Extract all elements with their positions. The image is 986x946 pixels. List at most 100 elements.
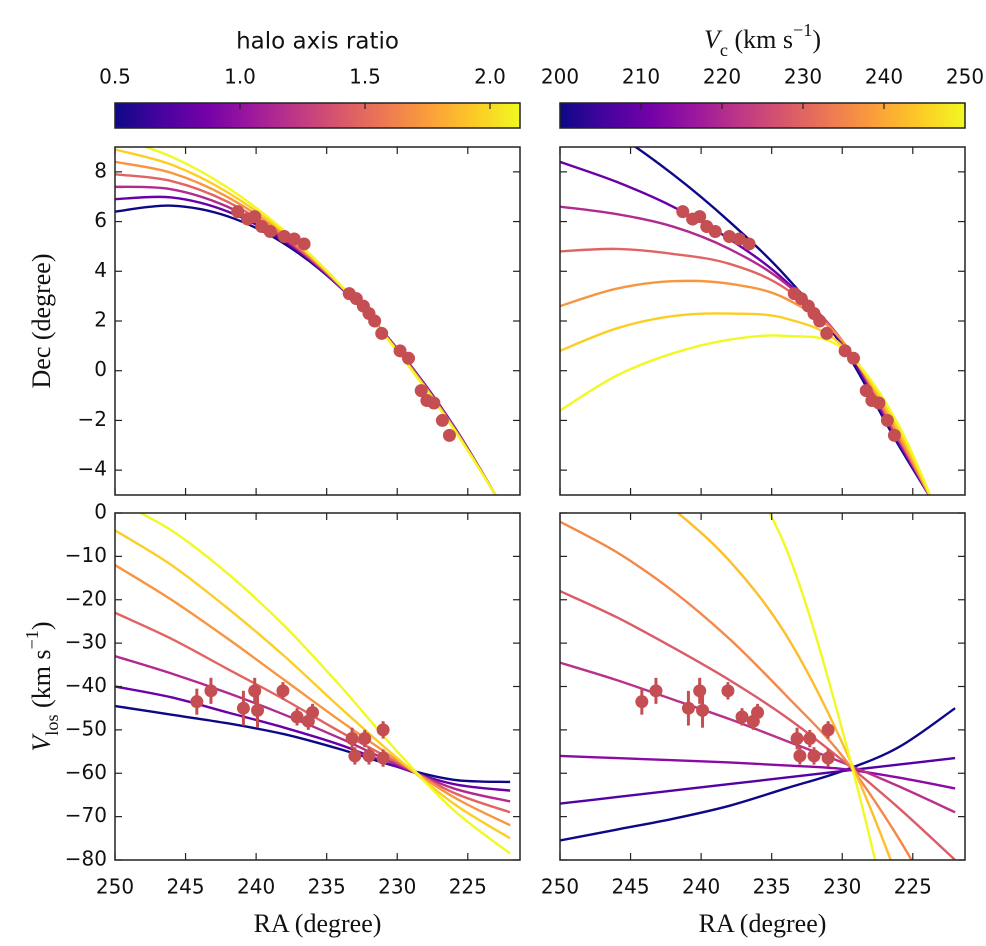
data-point [838,344,852,358]
model-curve [115,704,511,784]
model-curve [115,160,497,495]
model-curve [115,529,511,840]
model-curve [115,685,511,792]
data-point [427,396,441,410]
label-part: −1 [793,20,812,40]
colorbar-label: Vc (km s−1) [704,20,821,60]
colorbar-label: halo axis ratio [236,29,399,55]
data-point [887,428,901,442]
data-point [248,684,262,698]
data-point [847,351,861,365]
axes-frame [114,146,521,496]
y-tick-label: 6 [94,208,107,232]
y-tick-label: −20 [65,586,107,610]
model-curve [115,185,497,495]
data-point [358,732,372,746]
label-part: ) [812,25,821,54]
model-curve [138,513,511,855]
data-point [393,344,407,358]
colorbar [114,102,521,129]
label-part: V [27,733,56,752]
data-point [435,413,449,427]
y-tick-label: −4 [78,457,107,481]
data-point [190,695,204,709]
model-curve [560,661,956,814]
label-part: los [42,714,62,735]
data-point [306,706,320,720]
model-curve [115,204,497,495]
model-curve [560,520,913,860]
data-point [859,384,873,398]
x-tick-label: 230 [823,875,861,899]
model-curve [633,147,931,495]
data-point [807,749,821,763]
data-point [742,237,756,251]
label-part: c [720,40,728,60]
model-curve [560,205,931,495]
data-point [872,396,886,410]
y-axis-label: Vlos (km s−1) [22,621,62,751]
data-point [790,732,804,746]
model-curve [560,754,956,790]
y-tick-label: −2 [78,407,107,431]
data-point [376,751,390,765]
data-point [251,703,265,717]
data-point [376,723,390,737]
data-point [236,701,250,715]
data-point [880,413,894,427]
model-curve [560,589,956,860]
y-tick-label: −50 [65,716,107,740]
y-tick-label: 2 [94,308,107,332]
x-tick-label: 240 [682,875,720,899]
x-tick-label: 225 [449,875,487,899]
model-curve [560,247,931,495]
data-point [635,695,649,709]
model-curve [115,173,497,495]
colorbar-tick-label: 1.0 [224,65,256,89]
data-point [721,684,735,698]
data-point [696,703,710,717]
y-tick-label: 4 [94,258,107,282]
model-curve [115,195,497,495]
y-tick-label: 8 [94,158,107,182]
data-point [375,326,389,340]
axes-frame [114,512,521,861]
model-curve [560,707,956,842]
colorbar-tick-label: 240 [865,65,903,89]
data-point [290,710,304,724]
model-curve [560,756,956,805]
data-point [693,684,707,698]
data-point [676,205,690,219]
data-point [442,428,456,442]
data-point [708,225,722,239]
data-point [231,205,245,219]
data-point [414,384,428,398]
plot-area [115,513,511,855]
x-tick-label: 235 [753,875,791,899]
x-tick-label: 230 [378,875,416,899]
y-tick-label: −70 [65,803,107,827]
data-point [276,684,290,698]
plot-area [560,147,932,495]
data-point [345,732,359,746]
plot-area [115,147,498,495]
colorbar-tick-label: 200 [541,65,579,89]
model-curve [115,654,511,803]
x-tick-label: 245 [166,875,204,899]
data-point [287,232,301,246]
label-part: −1 [22,630,42,649]
data-point [735,710,749,724]
data-point [248,210,262,224]
y-tick-label: −40 [65,673,107,697]
data-point [263,225,277,239]
model-curve [768,513,877,860]
x-tick-label: 240 [237,875,275,899]
x-tick-label: 235 [308,875,346,899]
x-axis-label: RA (degree) [699,909,827,938]
colorbar [559,102,966,129]
y-tick-label: −60 [65,760,107,784]
data-point [402,351,416,365]
data-point [649,684,663,698]
